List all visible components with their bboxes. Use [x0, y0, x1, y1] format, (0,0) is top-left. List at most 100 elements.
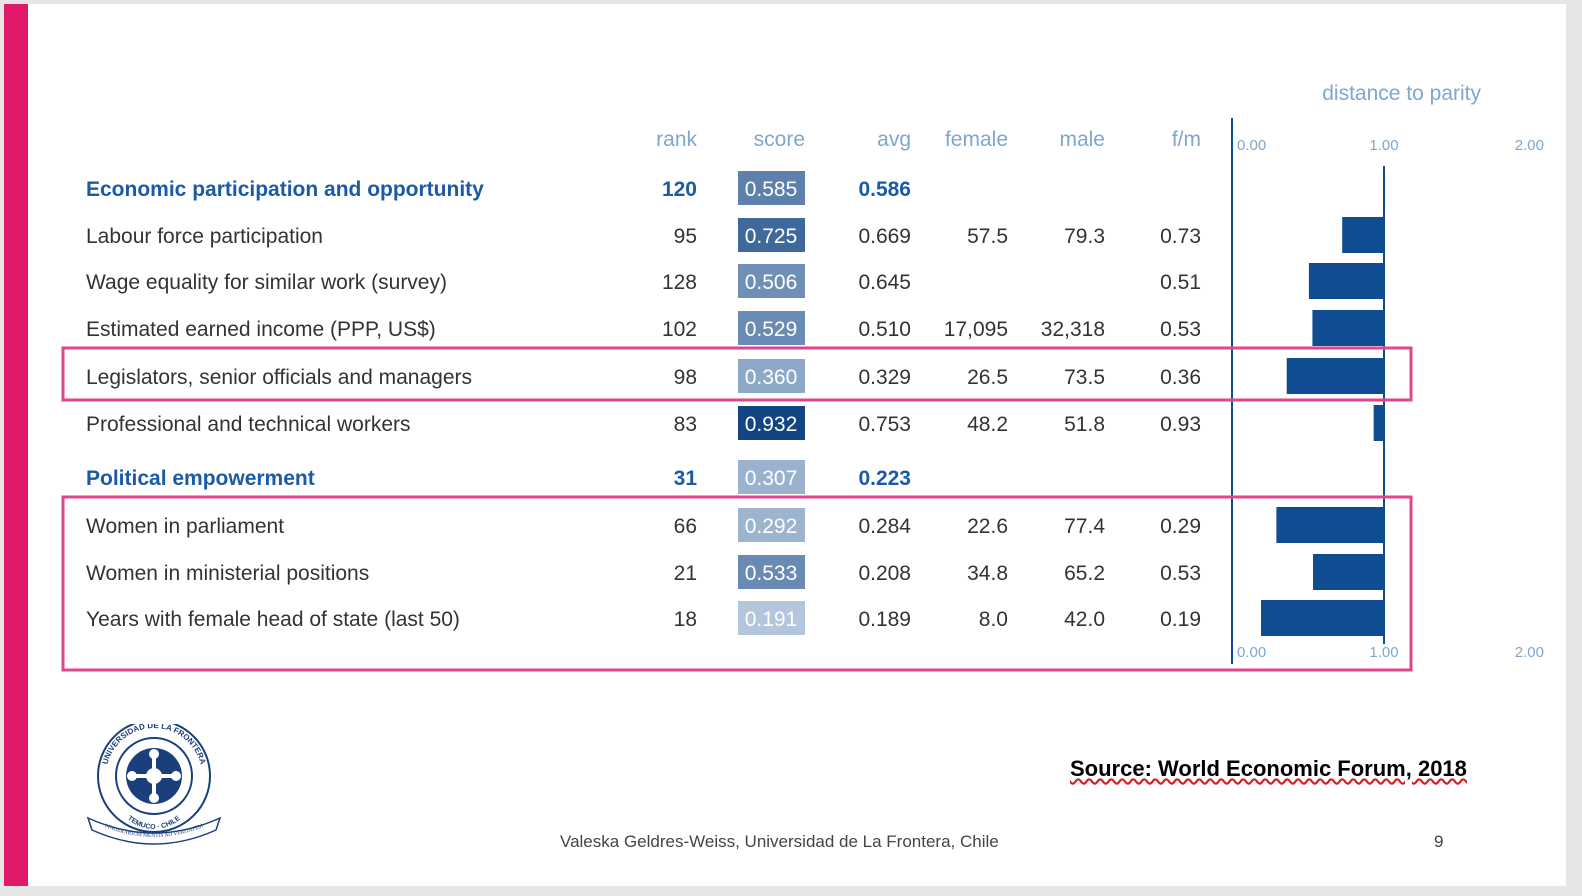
male-value: 42.0 [1064, 608, 1105, 631]
avg-value: 0.586 [858, 178, 911, 201]
male-value: 79.3 [1064, 225, 1105, 248]
avg-value: 0.753 [858, 413, 911, 436]
row-label: Women in ministerial positions [86, 562, 369, 585]
fm-value: 0.73 [1160, 225, 1201, 248]
score-value: 0.360 [745, 366, 798, 389]
fm-value: 0.36 [1160, 366, 1201, 389]
distance-to-parity-title: distance to parity [1322, 82, 1481, 105]
accent-bar [4, 4, 28, 886]
slide: distance to parity rank score avg female male… [4, 4, 1566, 886]
score-value: 0.506 [745, 271, 798, 294]
score-box [738, 460, 805, 494]
score-value: 0.307 [745, 467, 798, 490]
avg-value: 0.669 [858, 225, 911, 248]
rank-value: 128 [662, 271, 697, 294]
female-value: 26.5 [967, 366, 1008, 389]
score-value: 0.932 [745, 413, 798, 436]
highlight-box [61, 346, 1413, 402]
gender-gap-table: distance to parity rank score avg female male… [61, 82, 1544, 672]
row-label: Political empowerment [86, 467, 315, 490]
row-label: Estimated earned income (PPP, US$) [86, 318, 436, 341]
female-value: 22.6 [967, 515, 1008, 538]
distance-bar [1308, 263, 1384, 299]
source-note: Source: World Economic Forum, 2018 [1070, 756, 1467, 781]
rank-value: 66 [674, 515, 697, 538]
fm-value: 0.53 [1160, 562, 1201, 585]
logo-emblem-icon [126, 748, 182, 804]
female-value: 17,095 [944, 318, 1008, 341]
avg-value: 0.329 [858, 366, 911, 389]
score-box [738, 311, 805, 345]
distance-bar [1313, 554, 1384, 590]
score-value: 0.585 [745, 178, 798, 201]
row-label: Labour force participation [86, 225, 323, 248]
footer-author: Valeska Geldres-Weiss, Universidad de La… [560, 832, 999, 851]
fm-value: 0.29 [1160, 515, 1201, 538]
column-header-avg: avg [877, 128, 911, 151]
fm-value: 0.19 [1160, 608, 1201, 631]
axis-tick-top: 2.00 [1515, 137, 1544, 154]
score-box [738, 171, 805, 205]
score-value: 0.533 [745, 562, 798, 585]
distance-bar [1342, 217, 1384, 253]
row-label: Years with female head of state (last 50… [86, 608, 460, 631]
row-label: Economic participation and opportunity [86, 178, 484, 201]
male-value: 73.5 [1064, 366, 1105, 389]
column-header-rank: rank [656, 128, 697, 151]
score-value: 0.191 [745, 608, 798, 631]
score-box [738, 264, 805, 298]
column-header-male: male [1059, 128, 1105, 151]
axis-tick-top: 1.00 [1369, 137, 1398, 154]
column-header-score: score [754, 128, 805, 151]
female-value: 34.8 [967, 562, 1008, 585]
fm-value: 0.93 [1160, 413, 1201, 436]
score-box [738, 359, 805, 393]
distance-bar [1312, 310, 1384, 346]
axis-tick-bottom: 0.00 [1237, 644, 1266, 661]
row-label: Wage equality for similar work (survey) [86, 271, 447, 294]
rank-value: 31 [674, 467, 698, 490]
axis-tick-bottom: 1.00 [1369, 644, 1398, 661]
fm-value: 0.53 [1160, 318, 1201, 341]
axis-tick-bottom: 2.00 [1515, 644, 1544, 661]
female-value: 48.2 [967, 413, 1008, 436]
female-value: 8.0 [979, 608, 1008, 631]
score-value: 0.292 [745, 515, 798, 538]
avg-value: 0.208 [858, 562, 911, 585]
university-logo: UNIVERSIDAD DE LA FRONTERA TEMUCO · CHIL… [86, 724, 222, 845]
score-value: 0.725 [745, 225, 798, 248]
row-label: Women in parliament [86, 515, 284, 538]
rank-value: 18 [674, 608, 697, 631]
avg-value: 0.284 [858, 515, 911, 538]
male-value: 51.8 [1064, 413, 1105, 436]
score-value: 0.529 [745, 318, 798, 341]
score-box [738, 555, 805, 589]
row-label: Professional and technical workers [86, 413, 411, 436]
rank-value: 102 [662, 318, 697, 341]
rank-value: 98 [674, 366, 697, 389]
score-box [738, 601, 805, 635]
avg-value: 0.645 [858, 271, 911, 294]
distance-bar [1286, 358, 1384, 394]
distance-bar [1373, 405, 1384, 441]
axis-tick-top: 0.00 [1237, 137, 1266, 154]
male-value: 32,318 [1041, 318, 1105, 341]
rank-value: 21 [674, 562, 697, 585]
distance-bar [1276, 507, 1384, 543]
avg-value: 0.223 [858, 467, 911, 490]
distance-bar [1261, 600, 1384, 636]
rank-value: 95 [674, 225, 697, 248]
rank-value: 83 [674, 413, 697, 436]
row-label: Legislators, senior officials and manage… [86, 366, 472, 389]
score-box [738, 406, 805, 440]
rank-value: 120 [662, 178, 697, 201]
score-box [738, 508, 805, 542]
page-number: 9 [1434, 832, 1444, 851]
fm-value: 0.51 [1160, 271, 1201, 294]
column-header-female: female [945, 128, 1008, 151]
score-box [738, 218, 805, 252]
column-header-fm: f/m [1172, 128, 1201, 151]
female-value: 57.5 [967, 225, 1008, 248]
avg-value: 0.189 [858, 608, 911, 631]
male-value: 77.4 [1064, 515, 1105, 538]
